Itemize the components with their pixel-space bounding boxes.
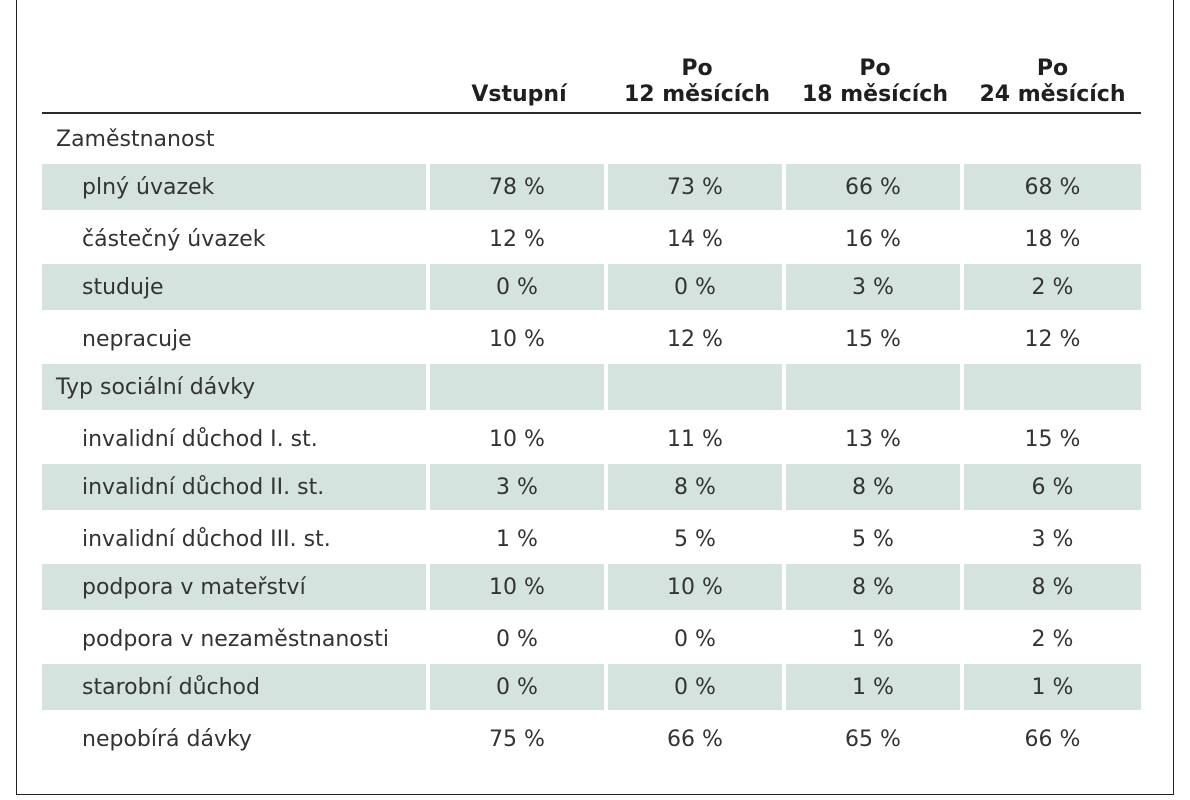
row-label: podpora v nezaměstnanosti — [42, 614, 430, 664]
table-cell: 8 % — [608, 464, 786, 514]
table-cell: 12 % — [430, 214, 608, 264]
table-cell: 11 % — [608, 414, 786, 464]
table-cell: 66 % — [608, 714, 786, 764]
row-label: studuje — [42, 264, 430, 314]
table-cell: 1 % — [964, 664, 1141, 714]
table-cell: 3 % — [1031, 526, 1074, 552]
table-cell: 5 % — [786, 514, 964, 564]
row-label: nepracuje — [42, 314, 430, 364]
table-cell: 6 % — [964, 464, 1141, 514]
table-cell: 12 % — [1024, 326, 1081, 352]
table-row: plný úvazek 78 % 73 % 66 % 68 % — [42, 164, 1141, 214]
table-cell: 8 % — [786, 564, 964, 614]
row-label: nepobírá dávky — [42, 714, 430, 764]
table-cell: 5 % — [608, 514, 786, 564]
section-row-zamestnanost: Zaměstnanost — [42, 114, 1141, 164]
table-cell: 1 % — [786, 614, 964, 664]
table-cell: 15 % — [786, 314, 964, 364]
row-label: invalidní důchod III. st. — [42, 514, 430, 564]
table-cell — [786, 364, 964, 414]
table-row: invalidní důchod II. st. 3 % 8 % 8 % 6 % — [42, 464, 1141, 514]
header-vstupni-text: Vstupní — [471, 82, 567, 107]
header-18-line1: Po — [859, 56, 891, 81]
row-label: starobní důchod — [42, 664, 430, 714]
table-cell: 10 % — [430, 314, 608, 364]
table-cell: 16 % — [786, 214, 964, 264]
table-cell: 1 % — [786, 664, 964, 714]
table-cell: 2 % — [964, 264, 1141, 314]
table-cell — [430, 364, 608, 414]
row-label: invalidní důchod I. st. — [42, 414, 430, 464]
table-body: Zaměstnanost plný úvazek 78 % 73 % 66 % … — [42, 114, 1141, 764]
row-label: invalidní důchod II. st. — [42, 464, 430, 514]
table-cell: 0 % — [608, 664, 786, 714]
table-cell: 0 % — [608, 264, 786, 314]
table-cell: 10 % — [608, 564, 786, 614]
table-cell: 2 % — [1031, 626, 1074, 652]
table-cell: 15 % — [1024, 426, 1081, 452]
table-cell — [964, 364, 1141, 414]
header-label-column — [42, 38, 430, 114]
header-12-line2: 12 měsících — [623, 82, 771, 107]
row-label: částečný úvazek — [42, 214, 430, 264]
table-cell: 0 % — [430, 614, 608, 664]
header-row: Vstupní Po 12 měsících Po 18 měsících Po… — [42, 38, 1141, 114]
row-label: podpora v mateřství — [42, 564, 430, 614]
table-row: invalidní důchod III. st. 1 % 5 % 5 % 3 … — [42, 514, 1141, 564]
table-cell: 10 % — [430, 564, 608, 614]
table-cell: 75 % — [430, 714, 608, 764]
table-cell — [608, 114, 786, 164]
table-cell: 65 % — [786, 714, 964, 764]
table-cell: 12 % — [608, 314, 786, 364]
table-cell: 8 % — [786, 464, 964, 514]
data-table: Vstupní Po 12 měsících Po 18 měsících Po… — [42, 38, 1141, 764]
table-frame — [16, 0, 1174, 795]
table-cell: 0 % — [430, 664, 608, 714]
section-title: Typ sociální dávky — [42, 364, 430, 414]
table-cell: 73 % — [608, 164, 786, 214]
table-row: studuje 0 % 0 % 3 % 2 % — [42, 264, 1141, 314]
table-cell: 3 % — [430, 464, 608, 514]
table-row: starobní důchod 0 % 0 % 1 % 1 % — [42, 664, 1141, 714]
table-cell — [608, 364, 786, 414]
section-title: Zaměstnanost — [42, 114, 430, 164]
table-cell: 10 % — [430, 414, 608, 464]
table-cell: 78 % — [430, 164, 608, 214]
table-cell: 66 % — [1024, 726, 1081, 752]
table-row: podpora v mateřství 10 % 10 % 8 % 8 % — [42, 564, 1141, 614]
table-cell: 66 % — [786, 164, 964, 214]
table-cell: 14 % — [608, 214, 786, 264]
table-cell — [786, 114, 964, 164]
header-12-line1: Po — [681, 56, 713, 81]
table-cell — [964, 114, 1141, 164]
row-label: plný úvazek — [42, 164, 430, 214]
table-cell: 1 % — [430, 514, 608, 564]
header-24-line1: Po — [1036, 56, 1069, 81]
table-cell: 68 % — [964, 164, 1141, 214]
table-row: částečný úvazek 12 % 14 % 16 % 18 % — [42, 214, 1141, 264]
header-18-months: Po 18 měsících — [786, 38, 964, 114]
header-24-line2: 24 měsících — [979, 82, 1126, 107]
table-row: invalidní důchod I. st. 10 % 11 % 13 % 1… — [42, 414, 1141, 464]
table-cell: 18 % — [1024, 226, 1081, 252]
table-cell — [430, 114, 608, 164]
header-vstupni: Vstupní — [430, 38, 608, 114]
table-header: Vstupní Po 12 měsících Po 18 měsících Po… — [42, 38, 1141, 114]
section-row-typ-socialni-davky: Typ sociální dávky — [42, 364, 1141, 414]
table-cell: 8 % — [964, 564, 1141, 614]
table-cell: 3 % — [786, 264, 964, 314]
table-cell: 0 % — [430, 264, 608, 314]
table-row: nepracuje 10 % 12 % 15 % 12 % — [42, 314, 1141, 364]
table-row: podpora v nezaměstnanosti 0 % 0 % 1 % 2 … — [42, 614, 1141, 664]
table-row: nepobírá dávky 75 % 66 % 65 % 66 % — [42, 714, 1141, 764]
table-cell: 0 % — [608, 614, 786, 664]
table-cell: 13 % — [786, 414, 964, 464]
header-18-line2: 18 měsících — [801, 82, 949, 107]
header-12-months: Po 12 měsících — [608, 38, 786, 114]
header-24-months: Po 24 měsících — [964, 38, 1141, 114]
